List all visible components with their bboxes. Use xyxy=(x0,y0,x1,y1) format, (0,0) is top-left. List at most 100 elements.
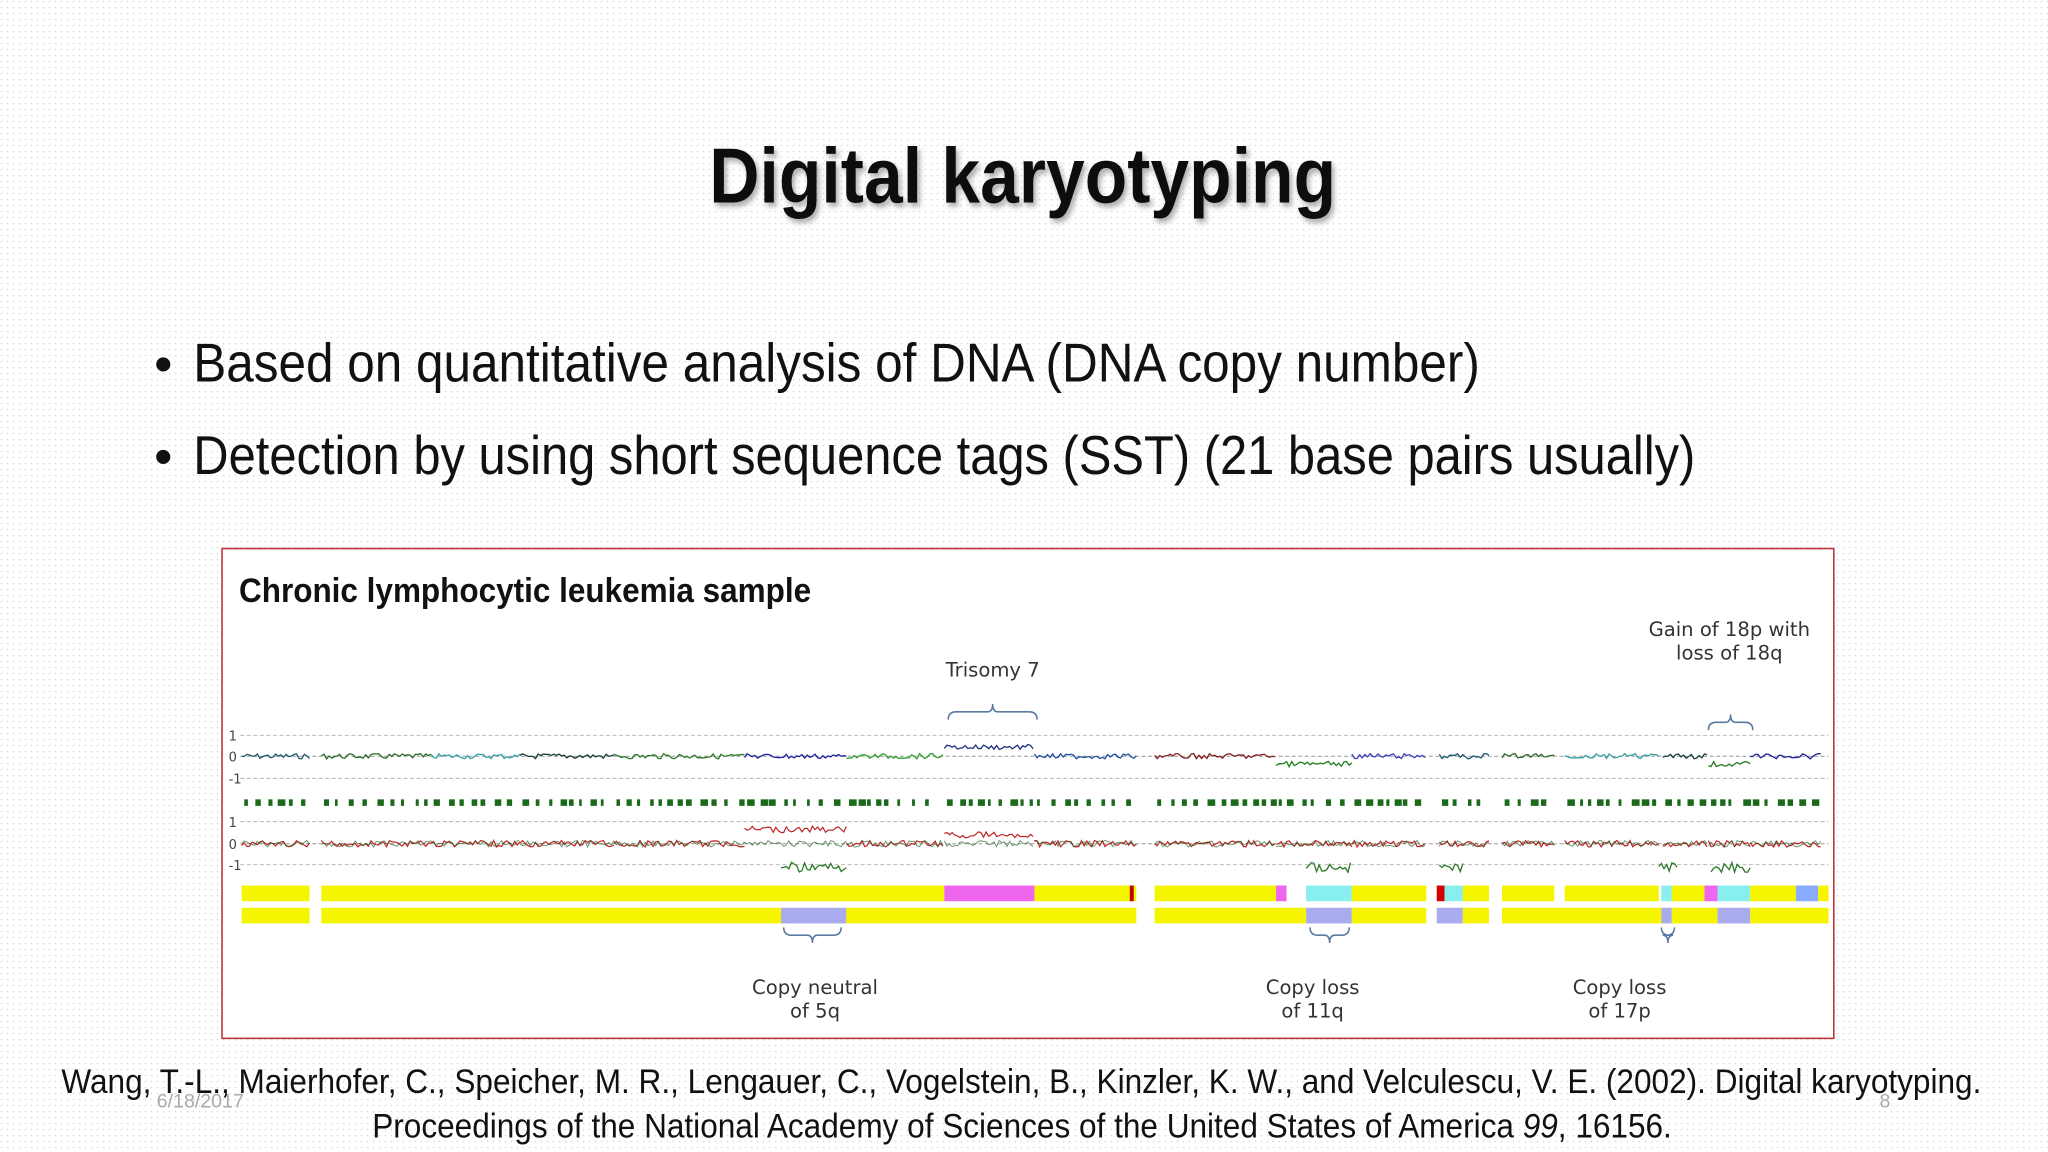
status-bar xyxy=(1444,885,1463,902)
axis-label: 1 xyxy=(229,730,237,745)
tag-mark xyxy=(1743,799,1752,806)
trace xyxy=(1275,839,1353,848)
tag-mark xyxy=(362,799,367,806)
trace xyxy=(241,839,310,848)
tag-mark xyxy=(494,799,502,806)
trace xyxy=(321,839,432,848)
footer-page: 8 xyxy=(1880,1091,1891,1113)
tag-mark xyxy=(1476,799,1481,806)
trace xyxy=(241,753,311,760)
status-bar xyxy=(1462,907,1489,924)
footer-date: 6/18/2017 xyxy=(157,1091,244,1113)
trace xyxy=(1708,760,1751,768)
tag-mark xyxy=(1687,799,1694,806)
tag-mark xyxy=(1720,799,1726,806)
tag-mark xyxy=(1699,799,1707,806)
tag-mark xyxy=(1596,799,1604,806)
tag-mark xyxy=(760,799,769,806)
trace xyxy=(1564,839,1660,848)
tag-mark xyxy=(1517,799,1521,806)
tag-mark xyxy=(424,799,428,806)
tag-mark xyxy=(480,799,486,806)
tag-mark xyxy=(1181,799,1187,806)
annotation: Trisomy 7 xyxy=(945,659,1040,682)
tag-mark xyxy=(883,799,889,806)
trace xyxy=(846,839,944,848)
tag-mark xyxy=(390,799,395,806)
tag-mark xyxy=(1587,799,1592,806)
status-bar xyxy=(1661,907,1672,924)
status-bar xyxy=(1795,885,1819,902)
trace xyxy=(1749,839,1822,848)
axis-label: 1 xyxy=(229,816,237,831)
trace xyxy=(780,861,847,873)
tag-mark xyxy=(739,799,745,806)
tag-mark xyxy=(677,799,683,806)
status-bar xyxy=(1671,907,1718,924)
tag-mark xyxy=(977,799,985,806)
trace xyxy=(1750,752,1821,760)
tag-mark xyxy=(912,799,915,806)
status-bar xyxy=(241,907,310,924)
tag-mark xyxy=(747,799,755,806)
tag-mark xyxy=(1752,799,1760,806)
trace xyxy=(1501,752,1555,759)
tag-mark xyxy=(1580,799,1584,806)
trace xyxy=(1662,753,1708,760)
tag-mark xyxy=(1020,799,1024,806)
status-bar xyxy=(1436,907,1463,924)
trace xyxy=(430,839,520,848)
brace xyxy=(1309,927,1351,944)
trace xyxy=(943,743,1034,751)
trace xyxy=(1501,839,1555,848)
tag-mark xyxy=(449,799,455,806)
annotation: of 5q xyxy=(790,999,840,1022)
trace xyxy=(1305,861,1352,874)
status-bar xyxy=(321,907,782,924)
annotation: Gain of 18p with xyxy=(1649,618,1810,641)
trace xyxy=(1438,840,1490,847)
tag-mark xyxy=(377,799,384,806)
tag-mark xyxy=(590,799,597,806)
axis-label: -1 xyxy=(229,773,242,788)
tag-mark xyxy=(288,799,293,806)
axis-label: 0 xyxy=(229,838,237,853)
tag-mark xyxy=(348,799,354,806)
status-bar xyxy=(1154,885,1277,902)
annotation: Copy neutral xyxy=(752,976,878,999)
tag-mark xyxy=(1452,799,1457,806)
tag-mark xyxy=(560,799,568,806)
tag-mark xyxy=(960,799,967,806)
trace xyxy=(519,839,615,848)
tag-mark xyxy=(1310,799,1314,806)
tag-mark xyxy=(1665,799,1672,806)
status-bar xyxy=(1351,885,1427,902)
bullet: Based on quantitative analysis of DNA (D… xyxy=(193,331,1480,393)
tag-mark xyxy=(1441,799,1449,806)
trace xyxy=(1749,839,1821,848)
axis-label: -1 xyxy=(229,859,242,874)
status-bar xyxy=(1502,907,1662,924)
tag-mark xyxy=(833,799,841,806)
figure-frame xyxy=(221,547,1835,1040)
tag-mark xyxy=(600,799,604,806)
trace xyxy=(1658,862,1678,873)
annotation: Copy loss xyxy=(1266,976,1360,999)
status-bar xyxy=(1034,885,1137,902)
tag-mark xyxy=(1728,799,1732,806)
axis-label: 0 xyxy=(229,750,237,765)
tag-mark xyxy=(1086,799,1091,806)
trace xyxy=(320,752,432,760)
tag-mark xyxy=(867,799,871,806)
trace xyxy=(1275,760,1353,769)
status-bar xyxy=(1661,885,1672,902)
tag-mark xyxy=(1504,799,1510,806)
tag-mark xyxy=(1207,799,1216,806)
tag-mark xyxy=(1787,799,1794,806)
tag-mark xyxy=(1414,799,1422,806)
tag-mark xyxy=(1764,799,1768,806)
tag-mark xyxy=(506,799,513,806)
tag-mark xyxy=(818,799,823,806)
trace xyxy=(613,840,745,848)
annotation: loss of 18q xyxy=(1676,642,1782,665)
